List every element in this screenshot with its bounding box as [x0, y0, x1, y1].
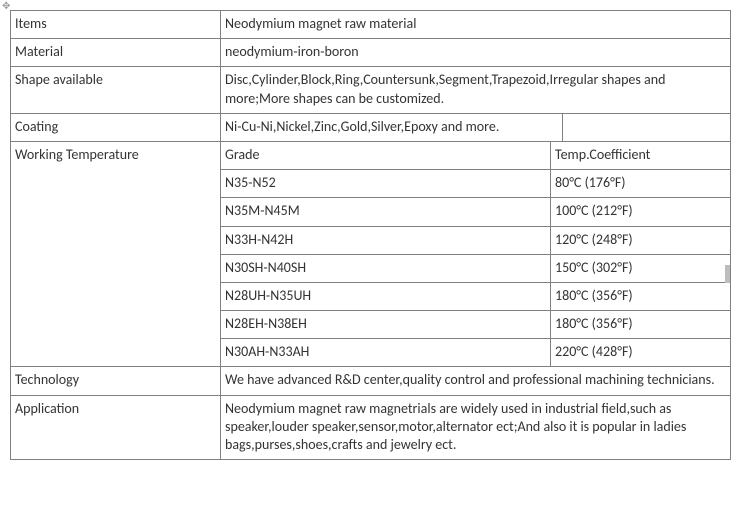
cell-temp: 180°C (356°F)	[551, 311, 731, 339]
cell-temp: 220°C (428°F)	[551, 339, 731, 367]
table-row: Application Neodymium magnet raw magnetr…	[11, 395, 731, 460]
scroll-indicator-icon	[725, 265, 730, 283]
table-row: Shape available Disc,Cylinder,Block,Ring…	[11, 67, 731, 113]
cell-material-label: Material	[11, 39, 221, 67]
cell-items-value: Neodymium magnet raw material	[221, 11, 731, 39]
cell-items-label: Items	[11, 11, 221, 39]
cell-grade: N33H-N42H	[221, 226, 551, 254]
cell-technology-value: We have advanced R&D center,quality cont…	[221, 367, 731, 395]
cell-grade: N30SH-N40SH	[221, 254, 551, 282]
cell-grade-header: Grade	[221, 141, 551, 169]
cell-temp: 120°C (248°F)	[551, 226, 731, 254]
table-move-handle-icon: ✥	[2, 2, 10, 10]
cell-technology-label: Technology	[11, 367, 221, 395]
cell-grade: N28EH-N38EH	[221, 311, 551, 339]
cell-shape-label: Shape available	[11, 67, 221, 113]
table-row: Items Neodymium magnet raw material	[11, 11, 731, 39]
cell-grade: N28UH-N35UH	[221, 282, 551, 310]
cell-temp: 150°C (302°F)	[551, 254, 731, 282]
cell-grade: N35-N52	[221, 170, 551, 198]
spec-table: Items Neodymium magnet raw material Mate…	[10, 10, 731, 460]
cell-grade: N35M-N45M	[221, 198, 551, 226]
cell-shape-value: Disc,Cylinder,Block,Ring,Countersunk,Seg…	[221, 67, 731, 113]
cell-material-value: neodymium-iron-boron	[221, 39, 731, 67]
cell-coating-value: Ni-Cu-Ni,Nickel,Zinc,Gold,Silver,Epoxy a…	[221, 114, 563, 141]
cell-working-temp-label: Working Temperature	[11, 141, 221, 367]
cell-temp: 180°C (356°F)	[551, 282, 731, 310]
table-row: Technology We have advanced R&D center,q…	[11, 367, 731, 395]
cell-application-value: Neodymium magnet raw magnetrials are wid…	[221, 395, 731, 460]
cell-grade: N30AH-N33AH	[221, 339, 551, 367]
spec-table-container: ✥ Items Neodymium magnet raw material Ma…	[10, 10, 730, 460]
table-row: Working Temperature Grade Temp.Coefficie…	[11, 141, 731, 169]
table-row: Material neodymium-iron-boron	[11, 39, 731, 67]
cell-coating-label: Coating	[11, 113, 221, 141]
cell-temp-header: Temp.Coefficient	[551, 141, 731, 169]
cell-temp: 80°C (176°F)	[551, 170, 731, 198]
cell-temp: 100°C (212°F)	[551, 198, 731, 226]
table-row: Coating Ni-Cu-Ni,Nickel,Zinc,Gold,Silver…	[11, 113, 731, 141]
cell-coating-value-wrap: Ni-Cu-Ni,Nickel,Zinc,Gold,Silver,Epoxy a…	[221, 113, 731, 141]
cell-application-label: Application	[11, 395, 221, 460]
